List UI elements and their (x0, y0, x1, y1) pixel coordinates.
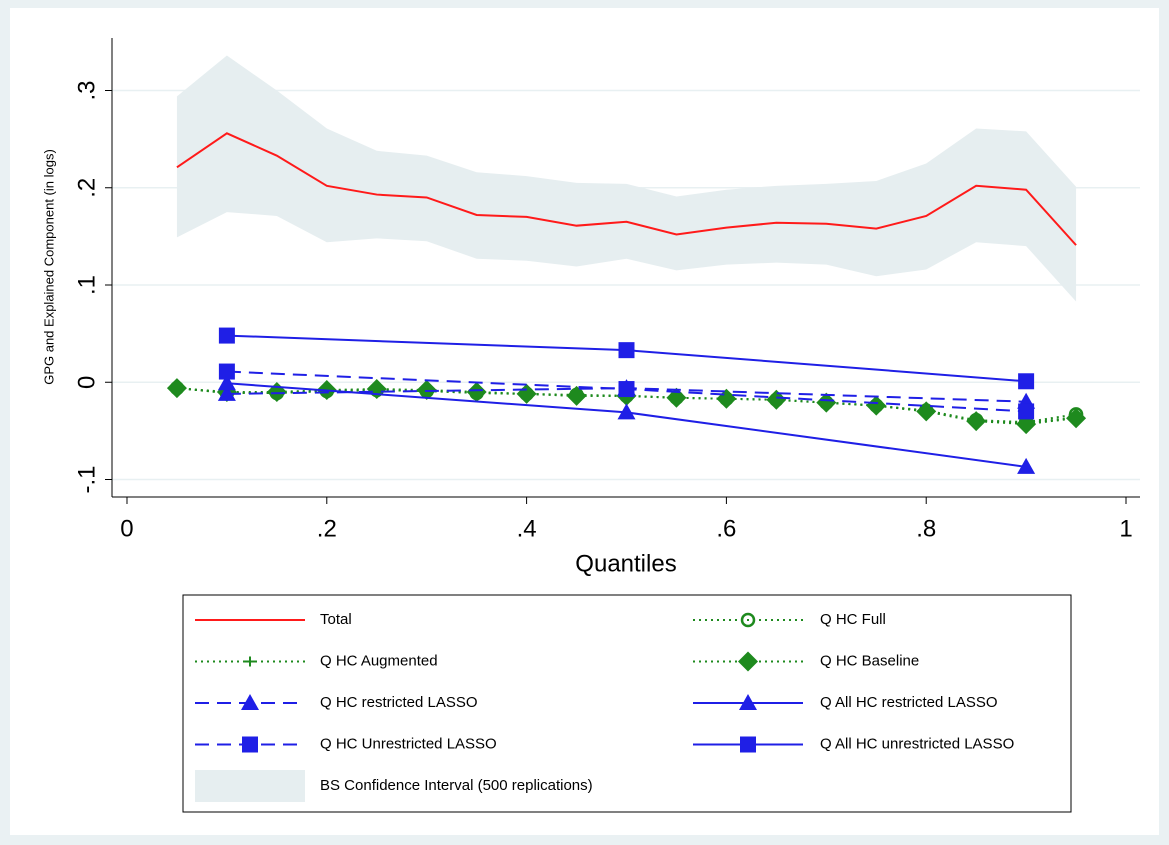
marker (241, 694, 259, 710)
marker (166, 378, 187, 399)
legend-label: Q HC Full (820, 611, 886, 628)
marker (739, 694, 757, 710)
marker (242, 736, 258, 753)
x-tick-label: 1 (1119, 515, 1132, 542)
marker (766, 389, 787, 410)
marker (1066, 408, 1087, 429)
legend-key (195, 770, 305, 802)
x-tick-label: .4 (517, 515, 537, 542)
x-tick-label: .2 (317, 515, 337, 542)
x-tick-label: .8 (916, 515, 936, 542)
marker (740, 736, 756, 753)
y-tick-label: .3 (73, 81, 100, 101)
x-tick-label: 0 (120, 515, 133, 542)
marker (617, 403, 636, 420)
legend-label: BS Confidence Interval (500 replications… (320, 777, 593, 794)
marker (1017, 457, 1036, 474)
marker (217, 374, 236, 391)
y-tick-label: -.1 (73, 465, 100, 493)
x-axis-label: Quantiles (575, 550, 676, 577)
marker (618, 381, 635, 398)
marker (866, 395, 887, 416)
marker (738, 651, 758, 672)
confidence-band (176, 55, 1077, 302)
y-tick-label: .2 (73, 178, 100, 198)
marker (466, 381, 487, 402)
marker (966, 411, 987, 432)
legend-label: Q HC Baseline (820, 652, 919, 669)
marker (1018, 373, 1035, 390)
marker (566, 385, 587, 406)
x-tick-label: .6 (716, 515, 736, 542)
legend-label: Q All HC restricted LASSO (820, 694, 998, 711)
series-line (176, 132, 1077, 246)
legend-label: Q HC Unrestricted LASSO (320, 735, 497, 752)
legend-label: Q All HC unrestricted LASSO (820, 735, 1014, 752)
marker (666, 387, 687, 408)
y-tick-label: .1 (73, 275, 100, 295)
marker (816, 392, 837, 413)
marker (218, 363, 235, 380)
legend-label: Q HC restricted LASSO (320, 694, 478, 711)
marker (618, 342, 635, 359)
marker (218, 327, 235, 344)
marker (740, 612, 756, 628)
legend-label: Total (320, 611, 352, 628)
y-tick-label: 0 (73, 376, 100, 389)
marker (1018, 403, 1035, 420)
marker (245, 656, 255, 667)
y-axis-label: GPG and Explained Component (in logs) (41, 149, 56, 385)
legend-label: Q HC Augmented (320, 652, 438, 669)
marker (217, 384, 236, 401)
legend-box (182, 594, 1072, 813)
